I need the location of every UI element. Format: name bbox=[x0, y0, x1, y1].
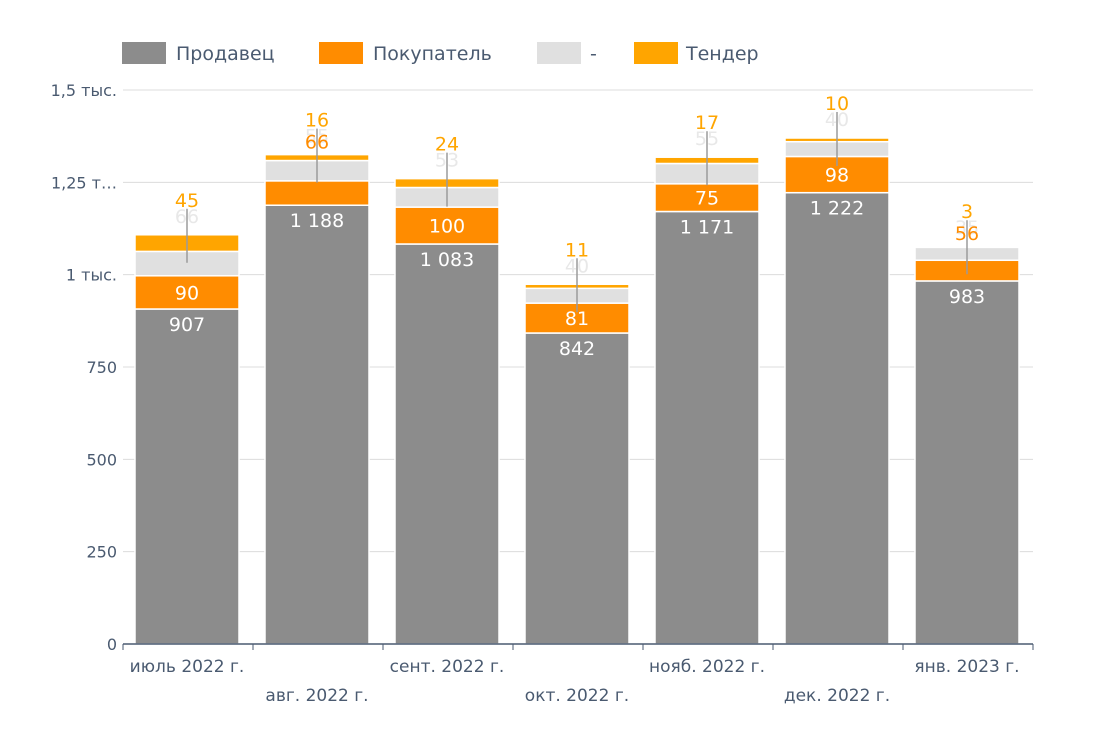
data-label-buyer: 98 bbox=[825, 165, 849, 187]
x-tick-label: авг. 2022 г. bbox=[265, 686, 368, 706]
data-label-dash: 53 bbox=[435, 150, 459, 172]
data-label-dash: 40 bbox=[565, 255, 589, 277]
legend-swatch bbox=[319, 42, 363, 64]
data-label-seller: 1 083 bbox=[420, 249, 474, 271]
data-label-seller: 983 bbox=[949, 286, 985, 308]
data-label-dash: 40 bbox=[825, 109, 849, 131]
data-label-dash: 66 bbox=[175, 206, 199, 228]
legend-label: Продавец bbox=[176, 43, 275, 65]
bar-segment bbox=[914, 280, 1020, 645]
legend-label: Покупатель bbox=[373, 43, 492, 65]
y-tick-label: 0 bbox=[107, 635, 117, 654]
data-label-dash: 55 bbox=[305, 126, 329, 148]
legend-swatch bbox=[634, 42, 678, 64]
data-label-tender: 3 bbox=[961, 201, 973, 223]
y-tick-label: 1 тыс. bbox=[66, 266, 117, 285]
bar-segment bbox=[654, 210, 760, 645]
data-label-buyer: 56 bbox=[955, 223, 979, 245]
x-tick-label: нояб. 2022 г. bbox=[649, 657, 765, 677]
data-label-buyer: 90 bbox=[175, 282, 199, 304]
data-label-buyer: 81 bbox=[565, 308, 589, 330]
legend-label: - bbox=[590, 43, 597, 65]
bar-segment bbox=[394, 206, 500, 245]
bar-segment bbox=[264, 180, 370, 206]
bar-segment bbox=[784, 191, 890, 645]
data-label-seller: 907 bbox=[169, 314, 205, 336]
data-label-seller: 1 222 bbox=[810, 198, 864, 220]
data-label-dash: 55 bbox=[695, 128, 719, 150]
x-tick-label: янв. 2023 г. bbox=[914, 657, 1019, 677]
data-label-seller: 1 171 bbox=[680, 217, 734, 239]
data-label-tender: 16 bbox=[305, 110, 329, 132]
data-label-tender: 17 bbox=[695, 112, 719, 134]
x-tick-label: окт. 2022 г. bbox=[525, 686, 629, 706]
data-label-tender: 10 bbox=[825, 93, 849, 115]
data-label-tender: 45 bbox=[175, 190, 199, 212]
bar-segment bbox=[264, 204, 370, 645]
legend-label: Тендер bbox=[685, 43, 759, 65]
y-tick-label: 1,5 тыс. bbox=[51, 81, 117, 100]
bar-segment bbox=[134, 308, 240, 645]
data-label-buyer: 100 bbox=[429, 216, 465, 238]
x-tick-label: июль 2022 г. bbox=[130, 657, 245, 677]
data-label-seller: 1 188 bbox=[290, 210, 344, 232]
x-tick-label: сент. 2022 г. bbox=[390, 657, 505, 677]
data-label-tender: 24 bbox=[435, 134, 459, 156]
y-tick-label: 1,25 т… bbox=[51, 173, 117, 192]
bar-segment bbox=[524, 332, 630, 645]
data-label-buyer: 66 bbox=[305, 132, 329, 154]
bar-segment bbox=[394, 243, 500, 645]
y-tick-label: 500 bbox=[86, 450, 117, 469]
legend-swatch bbox=[122, 42, 166, 64]
y-tick-label: 750 bbox=[86, 358, 117, 377]
data-label-dash: 35 bbox=[955, 217, 979, 239]
data-label-tender: 11 bbox=[565, 239, 589, 261]
x-tick-label: дек. 2022 г. bbox=[784, 686, 890, 706]
legend-swatch bbox=[537, 42, 581, 64]
data-label-seller: 842 bbox=[559, 338, 595, 360]
y-tick-label: 250 bbox=[86, 543, 117, 562]
data-label-buyer: 75 bbox=[695, 188, 719, 210]
